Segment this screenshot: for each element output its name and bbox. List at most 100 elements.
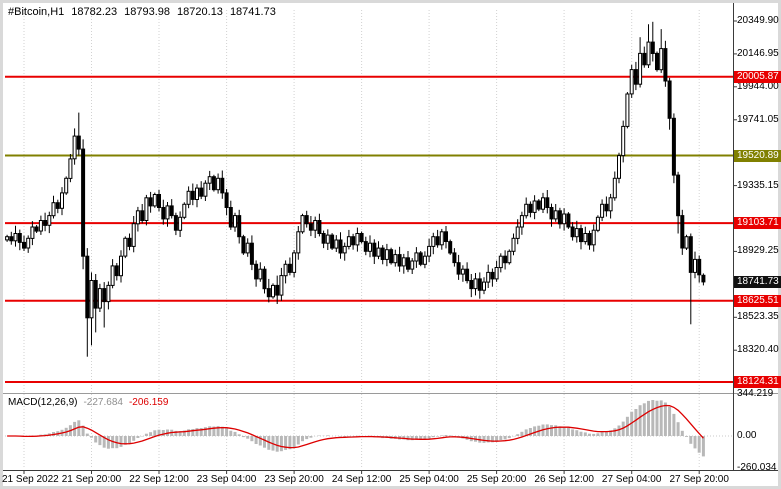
time-axis-label: 25 Sep 20:00 [466, 474, 527, 485]
candle [161, 207, 166, 220]
candle [43, 220, 48, 226]
candle [97, 288, 102, 309]
candle [220, 177, 225, 194]
candle [688, 236, 693, 273]
candle [494, 267, 499, 280]
candle [9, 236, 14, 242]
price-level-badge: 18625.51 [734, 294, 781, 307]
candle [313, 220, 318, 231]
candle [271, 284, 275, 298]
candle [693, 258, 697, 273]
candle [199, 187, 204, 197]
candle [541, 197, 545, 210]
candle [81, 148, 86, 257]
candle [254, 263, 259, 280]
candle [562, 213, 567, 225]
candle [355, 233, 360, 246]
candle [85, 255, 90, 319]
price-level-badge: 19520.89 [734, 149, 781, 162]
candle [68, 158, 73, 179]
candle [380, 247, 385, 261]
candle [262, 268, 267, 290]
candle [528, 203, 533, 213]
time-axis-label: 24 Sep 12:00 [331, 474, 392, 485]
candle [549, 207, 554, 220]
candle [427, 245, 432, 257]
candle [275, 284, 280, 296]
candle [524, 203, 529, 217]
candle [207, 176, 212, 184]
candle [473, 278, 478, 290]
candle [431, 236, 436, 247]
candle [5, 236, 10, 241]
horizontal-level-lines[interactable] [5, 75, 733, 383]
candle [47, 215, 52, 226]
time-axis-label: 23 Sep 20:00 [264, 474, 324, 485]
candle [317, 220, 322, 234]
candle [308, 223, 313, 231]
candle [621, 125, 626, 157]
candle [279, 275, 284, 296]
candle [507, 250, 512, 264]
candle [511, 237, 516, 252]
price-axis-label: 18320.40 [737, 344, 779, 356]
macd-indicator-label: MACD(12,26,9) -227.684 -206.159 [8, 397, 174, 408]
time-axis-label: 27 Sep 20:00 [669, 474, 729, 485]
candle [178, 216, 183, 231]
candle [680, 215, 685, 249]
candle [368, 242, 372, 252]
candle [397, 254, 402, 267]
candle [38, 220, 43, 232]
candlesticks[interactable] [5, 21, 706, 357]
candle [684, 236, 689, 249]
macd-axis-label: 0.00 [737, 430, 757, 441]
candle [389, 249, 394, 264]
ohlc-high: 18793.98 [124, 6, 171, 18]
candle [372, 242, 377, 257]
candle [604, 203, 609, 212]
time-axis[interactable]: 21 Sep 2022 21 Sep 20:00 22 Sep 12:00 23 Se… [0, 471, 781, 489]
candle [296, 231, 301, 254]
price-level-badge: 20005.87 [734, 70, 781, 83]
current-price-badge: 18741.73 [734, 275, 781, 288]
candle [152, 194, 157, 207]
candle [292, 252, 297, 273]
candle [439, 231, 444, 246]
candle [186, 190, 191, 205]
candle [89, 280, 94, 319]
candle [515, 226, 520, 239]
candle [127, 237, 132, 247]
candle [135, 210, 140, 225]
candle [93, 280, 98, 309]
candle [676, 174, 681, 217]
candle [583, 233, 588, 243]
candle [384, 249, 389, 260]
candle [697, 258, 702, 276]
candle [346, 236, 351, 247]
candle [587, 233, 592, 246]
candle [22, 241, 26, 249]
candle [545, 197, 550, 209]
candle [655, 52, 659, 71]
candle [625, 93, 630, 127]
candle [241, 236, 246, 254]
candle [532, 200, 537, 213]
candle [55, 202, 60, 209]
price-level-badge: 19103.71 [734, 217, 781, 230]
candle [30, 226, 35, 239]
candle [570, 226, 575, 238]
candle [114, 265, 119, 277]
candle [249, 242, 254, 265]
candle [612, 177, 617, 199]
ohlc-low: 18720.13 [177, 6, 223, 18]
time-axis-label: 21 Sep 2022 [2, 474, 59, 485]
candle [330, 234, 335, 249]
candle [119, 255, 123, 277]
candle [633, 69, 638, 85]
candle [228, 207, 233, 228]
macd-axis-label: 344.219 [737, 387, 774, 399]
candle [646, 41, 651, 66]
candle [617, 155, 621, 179]
price-axis[interactable]: 20349.90 20146.95 19944.00 19741.05 19335.15… [733, 0, 781, 473]
